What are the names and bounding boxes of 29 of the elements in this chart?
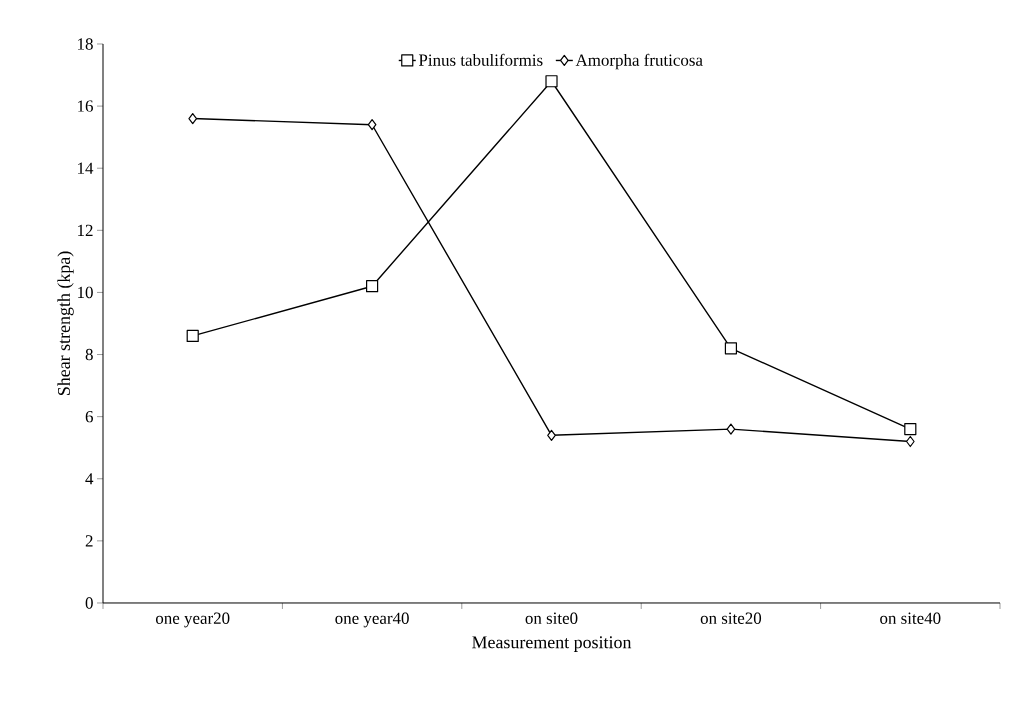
y-tick-label: 10 bbox=[78, 286, 93, 299]
point bbox=[186, 329, 199, 343]
point bbox=[724, 342, 738, 355]
y-tick-label: 12 bbox=[78, 224, 93, 236]
y-tick-label: 18 bbox=[78, 38, 93, 50]
legend-label: Amorpha fruticosa bbox=[575, 53, 703, 70]
y-tick-label: 0 bbox=[85, 597, 93, 609]
y-tick-label: 16 bbox=[78, 100, 93, 112]
x-tick-label: on site0 bbox=[525, 612, 578, 624]
x-tick-label: on site40 bbox=[880, 612, 941, 624]
y-tick-label: 2 bbox=[85, 535, 93, 547]
y-tick-label: 6 bbox=[85, 410, 93, 423]
point bbox=[905, 435, 915, 448]
x-tick-label: one year40 bbox=[335, 612, 409, 628]
y-tick-label: 8 bbox=[85, 348, 93, 361]
point bbox=[367, 119, 377, 131]
point bbox=[545, 75, 558, 88]
legend-label: Pinus tabuliformis bbox=[418, 53, 543, 66]
point bbox=[547, 429, 556, 441]
point bbox=[366, 280, 379, 293]
y-tick-label: 14 bbox=[78, 162, 94, 174]
y-tick-label: 4 bbox=[85, 473, 94, 485]
x-tick-label: one year20 bbox=[155, 612, 230, 628]
y-axis-title: Shear strength (kpa) bbox=[57, 251, 74, 395]
point bbox=[188, 112, 198, 125]
point bbox=[904, 422, 917, 436]
x-axis-title: Measurement position bbox=[472, 636, 632, 652]
x-tick-label: on site20 bbox=[700, 612, 762, 624]
point bbox=[726, 423, 736, 435]
